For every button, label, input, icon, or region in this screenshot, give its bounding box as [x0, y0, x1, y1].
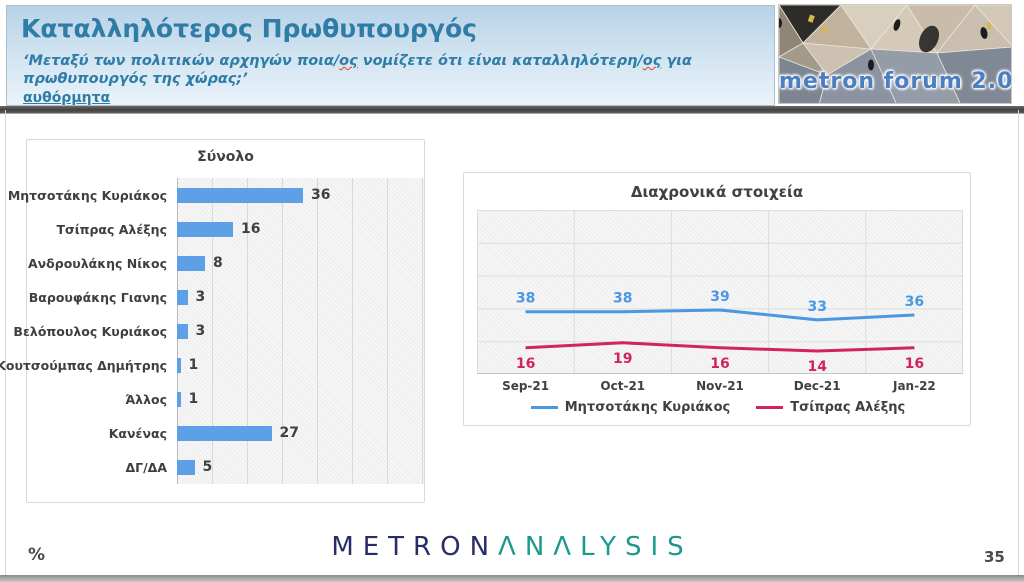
brand-metron: METRON — [331, 532, 499, 562]
bar-chart-title: Σύνολο — [197, 149, 254, 165]
legend-dash — [530, 406, 558, 409]
category-label: Ανδρουλάκης Νίκος — [27, 255, 167, 271]
category-label: Βελόπουλος Κυριάκος — [13, 323, 167, 339]
category-label: ΔΓ/ΔΑ — [125, 459, 167, 475]
data-label: 16 — [516, 356, 535, 372]
bar-row: Άλλος 1 — [27, 382, 426, 416]
x-tick-label: Oct-21 — [600, 379, 646, 393]
data-label: 19 — [613, 351, 632, 367]
header-note: αυθόρμητα — [23, 90, 111, 106]
subtitle-segment: ος — [339, 53, 358, 69]
x-tick-label: Jan-22 — [892, 379, 936, 393]
category-label: Μητσοτάκης Κυριάκος — [7, 187, 167, 203]
bar — [177, 255, 205, 271]
bar-row: Κουτσούμπας Δημήτρης 1 — [0, 348, 426, 382]
value-label: 1 — [188, 391, 199, 407]
x-tick-label: Dec-21 — [793, 379, 841, 393]
header-divider — [0, 106, 1024, 114]
bar — [177, 323, 188, 339]
bar — [177, 187, 303, 203]
bar-rows: Μητσοτάκης Κυριάκος 36 Τσίπρας Αλέξης 16 Ανδ… — [0, 178, 426, 484]
legend-item: Τσίπρας Αλέξης — [756, 400, 905, 415]
data-label: 36 — [905, 294, 924, 310]
bar-row: Βαρουφάκης Γιανης 3 — [27, 280, 426, 314]
subtitle-segment: ‘Μεταξύ των πολιτικών αρχηγών ποια/ — [23, 53, 340, 69]
brand-analysis: ΛNΛLYSIS — [498, 532, 693, 562]
bar — [177, 357, 181, 373]
bar — [177, 221, 233, 237]
page-number: 35 — [984, 548, 1005, 566]
page-title: Καταλληλότερος Πρωθυπουργός — [21, 14, 477, 43]
data-label: 33 — [807, 299, 826, 315]
line-chart-title: Διαχρονικά στοιχεία — [630, 183, 804, 201]
value-label: 16 — [241, 221, 261, 237]
value-label: 3 — [195, 323, 206, 339]
line-plot-area: 38 38 39 33 36 16 19 16 14 16 — [477, 210, 963, 374]
value-label: 5 — [202, 459, 213, 475]
bar — [177, 289, 188, 305]
legend-item: Μητσοτάκης Κυριάκος — [530, 400, 731, 415]
slide-right-border — [1018, 110, 1019, 576]
legend-dash — [756, 406, 784, 409]
bar — [177, 425, 272, 441]
category-label: Κανένας — [108, 425, 167, 441]
subtitle-segment: νομίζετε ότι είναι καταλληλότερη/ — [357, 53, 643, 69]
slide-left-border — [5, 110, 6, 576]
plaza-photo-graphic — [779, 5, 1011, 103]
data-label: 14 — [807, 359, 827, 374]
bar-row: ΔΓ/ΔΑ 5 — [27, 450, 426, 484]
legend-label: Τσίπρας Αλέξης — [790, 400, 906, 415]
value-label: 1 — [188, 357, 199, 373]
legend-label: Μητσοτάκης Κυριάκος — [564, 400, 731, 415]
header-subtitle: ‘Μεταξύ των πολιτικών αρχηγών ποια/ος νο… — [23, 52, 763, 88]
category-label: Τσίπρας Αλέξης — [56, 221, 167, 237]
data-label: 16 — [710, 356, 729, 372]
value-label: 3 — [195, 289, 206, 305]
bar-row: Βελόπουλος Κυριάκος 3 — [13, 314, 426, 348]
subtitle-segment: για — [661, 53, 692, 69]
legend: Μητσοτάκης Κυριάκος Τσίπρας Αλέξης — [464, 400, 972, 415]
data-label: 38 — [516, 291, 535, 307]
x-axis-labels: Sep-21 Oct-21 Nov-21 Dec-21 Jan-22 — [464, 379, 972, 395]
category-label: Βαρουφάκης Γιανης — [28, 289, 167, 305]
bar-chart: Σύνολο Μητσοτάκης Κυριάκος 36 Τσίπρας Αλέξ… — [0, 139, 426, 503]
data-label: 38 — [613, 291, 632, 307]
header-panel: Καταλληλότερος Πρωθυπουργός ‘Μεταξύ των … — [6, 5, 775, 106]
value-label: 8 — [213, 255, 223, 271]
bar — [177, 459, 195, 475]
bar — [177, 391, 181, 407]
category-label: Άλλος — [125, 391, 167, 407]
bar-row: Μητσοτάκης Κυριάκος 36 — [7, 178, 426, 212]
bar-row: Ανδρουλάκης Νίκος 8 — [27, 246, 426, 280]
data-label: 39 — [710, 289, 729, 305]
metron-analysis-logo: METRONΛNΛLYSIS — [0, 532, 1024, 562]
bar-row: Τσίπρας Αλέξης 16 — [27, 212, 426, 246]
line-series-svg: 38 38 39 33 36 16 19 16 14 16 — [477, 210, 963, 374]
value-label: 27 — [279, 425, 299, 441]
data-label: 16 — [905, 356, 924, 372]
subtitle-segment: ος — [642, 53, 662, 69]
series-line — [525, 341, 915, 353]
line-chart: Διαχρονικά στοιχεία 38 38 39 33 36 16 19 16 14 16… — [463, 172, 971, 426]
category-label: Κουτσούμπας Δημήτρης — [0, 357, 167, 373]
metron-forum-logo: metron forum 2.0 — [778, 4, 1012, 104]
percent-label: % — [28, 545, 46, 565]
series-line — [525, 308, 915, 322]
value-label: 36 — [311, 187, 331, 203]
bar-row: Κανένας 27 — [27, 416, 426, 450]
bottom-strip — [0, 575, 1024, 582]
logo-text: metron forum 2.0 — [779, 69, 1012, 94]
x-tick-label: Nov-21 — [696, 379, 744, 393]
subtitle-segment: πρωθυπουργός της χώρας;’ — [23, 71, 248, 87]
x-tick-label: Sep-21 — [502, 379, 550, 393]
